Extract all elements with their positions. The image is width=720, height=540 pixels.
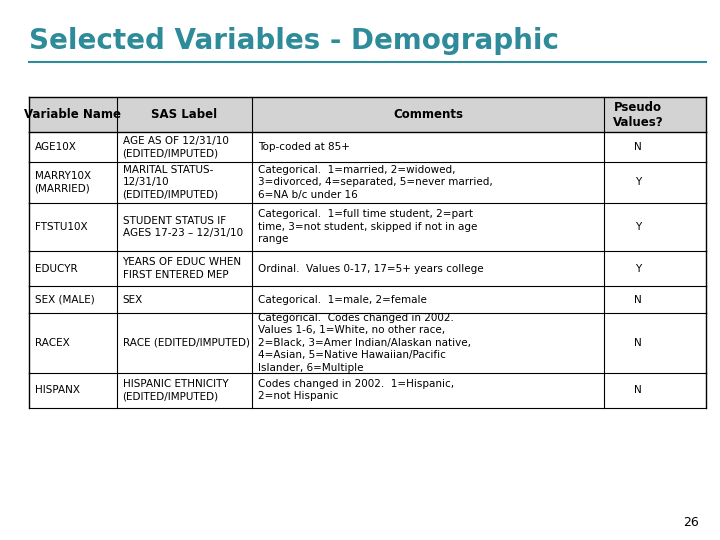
Text: Pseudo
Values?: Pseudo Values? (613, 101, 663, 129)
Text: SEX: SEX (122, 295, 143, 305)
Text: HISPANIC ETHNICITY
(EDITED/IMPUTED): HISPANIC ETHNICITY (EDITED/IMPUTED) (122, 379, 228, 401)
Text: N: N (634, 295, 642, 305)
FancyBboxPatch shape (29, 162, 706, 202)
Text: RACE (EDITED/IMPUTED): RACE (EDITED/IMPUTED) (122, 338, 250, 348)
Text: Comments: Comments (393, 108, 463, 122)
Text: Variable Name: Variable Name (24, 108, 121, 122)
Text: RACEX: RACEX (35, 338, 69, 348)
Text: Selected Variables - Demographic: Selected Variables - Demographic (29, 27, 559, 55)
FancyBboxPatch shape (29, 313, 706, 373)
Text: MARITAL STATUS-
12/31/10
(EDITED/IMPUTED): MARITAL STATUS- 12/31/10 (EDITED/IMPUTED… (122, 165, 219, 200)
Text: EDUCYR: EDUCYR (35, 264, 77, 274)
Text: SEX (MALE): SEX (MALE) (35, 295, 94, 305)
Text: N: N (634, 338, 642, 348)
Text: HISPANX: HISPANX (35, 385, 79, 395)
FancyBboxPatch shape (29, 286, 706, 313)
Text: AGE AS OF 12/31/10
(EDITED/IMPUTED): AGE AS OF 12/31/10 (EDITED/IMPUTED) (122, 136, 228, 158)
Text: Categorical.  1=male, 2=female: Categorical. 1=male, 2=female (258, 295, 427, 305)
Text: N: N (634, 142, 642, 152)
Text: SAS Label: SAS Label (151, 108, 217, 122)
Text: FTSTU10X: FTSTU10X (35, 222, 87, 232)
Text: AGE10X: AGE10X (35, 142, 76, 152)
FancyBboxPatch shape (29, 251, 706, 286)
Text: STUDENT STATUS IF
AGES 17-23 – 12/31/10: STUDENT STATUS IF AGES 17-23 – 12/31/10 (122, 215, 243, 238)
FancyBboxPatch shape (29, 132, 706, 162)
Text: Categorical.  1=married, 2=widowed,
3=divorced, 4=separated, 5=never married,
6=: Categorical. 1=married, 2=widowed, 3=div… (258, 165, 492, 200)
Text: MARRY10X
(MARRIED): MARRY10X (MARRIED) (35, 171, 91, 193)
FancyBboxPatch shape (29, 202, 706, 251)
FancyBboxPatch shape (29, 97, 706, 132)
Text: Ordinal.  Values 0-17, 17=5+ years college: Ordinal. Values 0-17, 17=5+ years colleg… (258, 264, 484, 274)
Text: Top-coded at 85+: Top-coded at 85+ (258, 142, 350, 152)
Text: Y: Y (635, 264, 641, 274)
Text: YEARS OF EDUC WHEN
FIRST ENTERED MEP: YEARS OF EDUC WHEN FIRST ENTERED MEP (122, 258, 242, 280)
Text: Categorical.  Codes changed in 2002.
Values 1-6, 1=White, no other race,
2=Black: Categorical. Codes changed in 2002. Valu… (258, 313, 471, 373)
Text: N: N (634, 385, 642, 395)
FancyBboxPatch shape (29, 373, 706, 408)
Text: Y: Y (635, 222, 641, 232)
Text: Codes changed in 2002.  1=Hispanic,
2=not Hispanic: Codes changed in 2002. 1=Hispanic, 2=not… (258, 379, 454, 401)
Text: Y: Y (635, 177, 641, 187)
Text: 26: 26 (683, 516, 698, 529)
Text: Categorical.  1=full time student, 2=part
time, 3=not student, skipped if not in: Categorical. 1=full time student, 2=part… (258, 210, 477, 244)
